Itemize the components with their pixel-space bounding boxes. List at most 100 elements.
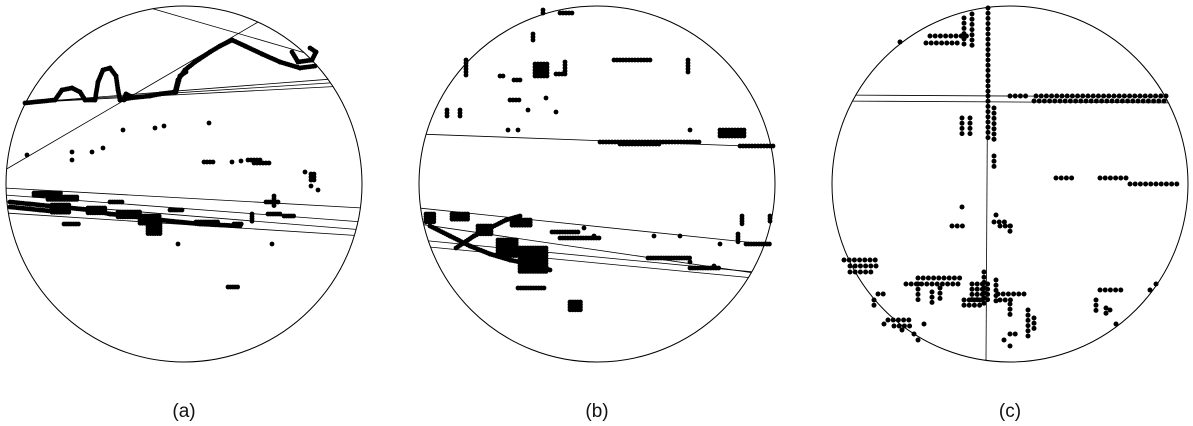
panel-c-dot [954,40,960,46]
panel-a-dot [266,160,272,166]
panel-c-dot [1007,223,1013,229]
panel-c-dot [927,33,933,39]
panel-c-dot [985,21,991,27]
panel-c-dot [1119,98,1125,104]
panel-c-dot [1093,307,1099,313]
panel-c-dot [981,269,987,275]
panel-c-dot [924,281,930,287]
panel-c-dot [954,223,960,229]
panel-c-dot [985,73,991,79]
panel-c-dot [885,317,891,323]
panel-c-dot [1143,181,1149,187]
panel-a: (a) [5,5,363,422]
panel-b-dot [687,255,692,261]
panel-c-dot [974,281,980,287]
panel-c-dot [1067,98,1073,104]
panel-b-dot [569,10,575,16]
panel-b-dot [488,231,494,237]
panel-c-dot [1118,175,1124,181]
panel-c-dot [1147,287,1153,293]
panel-c-dot [933,40,939,46]
panel-c-dot [1118,287,1124,293]
panel-c-dot [1097,287,1103,293]
panel-c-dot [915,291,921,297]
panel-c-dot [1109,98,1115,104]
panel-c-dot [967,131,973,137]
panel-b-dot [687,259,693,265]
panel-b-dot [431,219,437,225]
panel-c-dot [1130,98,1136,104]
panel-c-dot [959,125,965,131]
panel-c-dot [921,321,927,327]
panel-b-dot [444,113,450,119]
panel-a-dot [235,284,241,290]
panel-c-dot [929,294,935,300]
panel-c-dot [1095,93,1101,99]
panel-c-dot [929,281,935,287]
panel-c-dot [1031,315,1037,321]
panel-c-dot [897,39,903,45]
panel-c-dot [907,323,913,329]
panel-c-dot [1038,93,1044,99]
panel-c-dot [1106,93,1112,99]
panel-c-dot [863,269,869,275]
panel-c-dot [1025,333,1031,339]
panel-c-dot [1137,93,1143,99]
panel-c-dot [1140,98,1146,104]
panel-c-dot [863,263,869,269]
panel-c-dot [1145,98,1151,104]
panel-c-dot [936,275,942,281]
panel-c-dot [966,302,972,308]
panel-a-dot [238,158,244,164]
panel-b-line [420,207,765,245]
panel-c-dot [1104,98,1110,104]
panel-c-dot [852,269,858,275]
panel-c-dot [969,42,975,48]
panel-c-dot [949,223,955,229]
panel-c-dot [1132,181,1138,187]
panel-c-dot [969,11,975,17]
panel-a-dot [157,231,163,237]
panel-b-dot [735,239,741,245]
panel-b-dot [651,233,657,239]
panel-c-dot [991,136,997,142]
panel-a-dot [206,120,212,126]
panel-b-dot [527,222,533,228]
panel-c-dot [880,291,886,297]
panel-c-dot [993,282,999,288]
panel-c-dot [995,291,1001,297]
panel-c-dot [1075,93,1081,99]
panel-c-dot [953,33,959,39]
panel-c-dot [991,131,997,137]
panel-c-dot [1031,320,1037,326]
panel-b-dot [525,107,531,113]
panel-b-dot [716,265,721,271]
panel-a-dot [69,157,75,163]
panel-c-dot [1001,219,1007,225]
panel-c-dot [903,281,909,287]
panel-a-dot [127,93,133,99]
panel-b-dots [423,7,776,313]
panel-c-dot [925,275,931,281]
panel-b-dot [513,253,519,258]
panel-c-dot [906,317,912,323]
panel-c-dot [891,323,897,329]
panel-c-dot [1069,175,1075,181]
panel-c-label: (c) [999,401,1021,422]
panel-c-dot [871,302,877,308]
panel-c-dot [871,297,877,303]
panel-c-dot [1111,93,1117,99]
panel-c-dot [985,62,991,68]
panel-c-dot [1093,302,1099,308]
panel-c-dot [1161,98,1167,104]
panel-c-dot [937,290,943,296]
panel-c-dot [1012,93,1018,99]
panel-c-dot [932,33,938,39]
panel-a-dot [24,152,30,158]
panel-a-dot [66,209,72,215]
panel-c-dot [1080,93,1086,99]
panel-c-dot [985,124,991,130]
panel-a-line [25,86,334,104]
panel-c-dot [969,16,975,22]
panel-c-dot [852,263,858,269]
